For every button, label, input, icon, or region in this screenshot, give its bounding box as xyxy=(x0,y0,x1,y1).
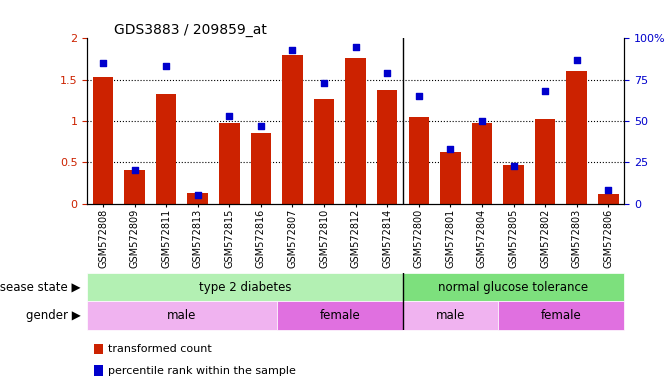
Point xyxy=(319,80,329,86)
Text: transformed count: transformed count xyxy=(108,344,212,354)
Point xyxy=(287,47,298,53)
Text: female: female xyxy=(541,310,581,322)
Point xyxy=(603,187,613,194)
Point xyxy=(539,88,550,94)
Text: male: male xyxy=(167,310,197,322)
Bar xyxy=(440,152,460,204)
Bar xyxy=(472,123,493,204)
Bar xyxy=(377,89,397,204)
Bar xyxy=(187,193,208,204)
Bar xyxy=(346,58,366,204)
Point xyxy=(130,167,140,174)
Bar xyxy=(598,194,619,204)
Point xyxy=(476,118,487,124)
Bar xyxy=(276,301,403,330)
Text: male: male xyxy=(435,310,465,322)
Bar xyxy=(87,301,276,330)
Bar xyxy=(535,119,556,204)
Text: normal glucose tolerance: normal glucose tolerance xyxy=(438,281,588,293)
Bar xyxy=(93,77,113,204)
Bar xyxy=(314,99,334,204)
Point xyxy=(413,93,424,99)
Bar xyxy=(403,273,624,301)
Text: disease state ▶: disease state ▶ xyxy=(0,281,81,293)
Bar xyxy=(251,133,271,204)
Text: gender ▶: gender ▶ xyxy=(25,310,81,322)
Bar xyxy=(124,170,145,204)
Point xyxy=(161,63,172,70)
Bar xyxy=(503,165,524,204)
Point xyxy=(445,146,456,152)
Bar xyxy=(219,123,240,204)
Text: percentile rank within the sample: percentile rank within the sample xyxy=(108,366,296,376)
Point xyxy=(98,60,109,66)
Bar xyxy=(566,71,587,204)
Point xyxy=(224,113,235,119)
Bar xyxy=(403,301,498,330)
Bar xyxy=(498,301,624,330)
Bar xyxy=(156,94,176,204)
Point xyxy=(193,192,203,198)
Bar xyxy=(282,55,303,204)
Text: female: female xyxy=(319,310,360,322)
Point xyxy=(256,123,266,129)
Bar xyxy=(87,273,403,301)
Text: GDS3883 / 209859_at: GDS3883 / 209859_at xyxy=(114,23,267,37)
Point xyxy=(382,70,393,76)
Text: type 2 diabetes: type 2 diabetes xyxy=(199,281,291,293)
Point xyxy=(571,57,582,63)
Point xyxy=(508,162,519,169)
Bar xyxy=(409,117,429,204)
Point xyxy=(350,43,361,50)
